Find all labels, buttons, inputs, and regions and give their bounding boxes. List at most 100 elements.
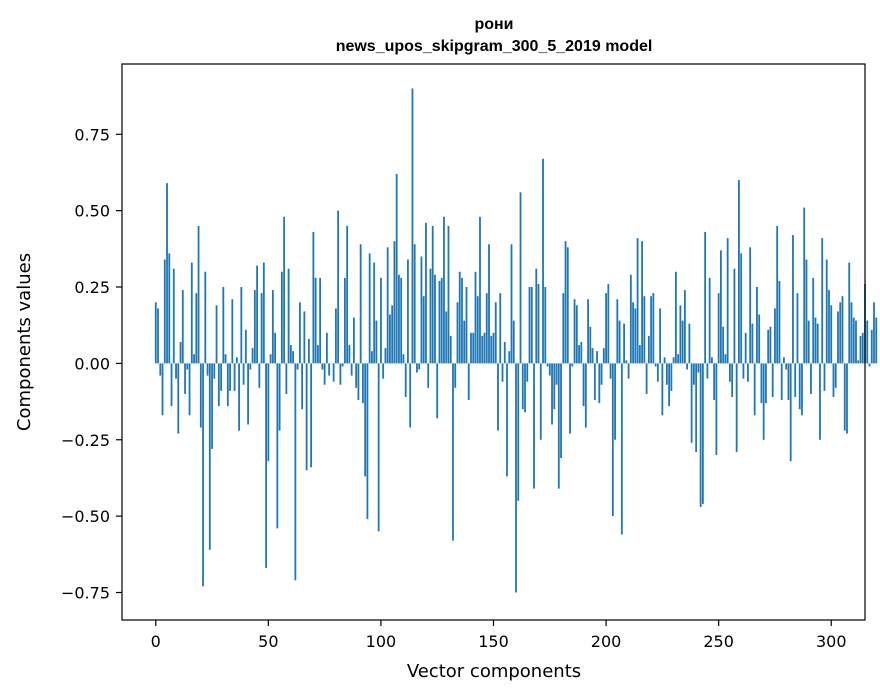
y-tick-label: 0.75: [74, 125, 110, 144]
bar: [438, 280, 441, 364]
bar: [677, 354, 680, 364]
bar: [294, 363, 297, 581]
bar: [452, 363, 454, 541]
bar: [353, 317, 355, 364]
bar: [560, 363, 562, 459]
bar: [652, 293, 655, 364]
x-tick-label: 50: [258, 632, 278, 651]
bar: [749, 247, 752, 364]
bar: [391, 305, 394, 364]
bar: [177, 363, 180, 434]
bar: [807, 320, 810, 364]
bar: [206, 363, 209, 376]
bar: [362, 363, 364, 404]
bar: [443, 216, 445, 364]
bar: [357, 363, 360, 401]
bar: [647, 335, 650, 364]
bar: [427, 363, 430, 388]
bar: [244, 329, 247, 364]
bar: [634, 308, 637, 364]
bar: [828, 290, 830, 364]
bar: [436, 363, 439, 419]
bar: [697, 363, 700, 373]
y-tick-label: −0.75: [61, 584, 110, 603]
bar: [382, 363, 385, 379]
bar: [591, 348, 594, 364]
bar: [767, 329, 770, 364]
bar: [801, 363, 803, 416]
bar: [490, 335, 493, 364]
bar: [231, 299, 234, 364]
bar: [483, 332, 486, 364]
bar: [440, 277, 443, 364]
bar: [663, 357, 666, 364]
y-tick-label: 0.50: [74, 202, 110, 221]
bar: [706, 363, 709, 379]
bar: [846, 363, 848, 434]
bar: [161, 363, 164, 416]
bar: [850, 302, 853, 364]
bar: [758, 314, 761, 364]
bar: [503, 342, 506, 364]
bar: [692, 363, 695, 385]
bar: [494, 302, 497, 364]
bar: [659, 308, 662, 364]
bar: [472, 332, 475, 364]
bar: [501, 363, 504, 382]
bar: [839, 302, 842, 364]
bar: [166, 183, 168, 364]
bar: [614, 363, 616, 440]
bar: [569, 363, 571, 434]
bar: [776, 225, 779, 364]
bar: [377, 363, 380, 532]
bar: [814, 317, 817, 364]
y-axis-label: Components values: [14, 253, 35, 431]
bar: [546, 363, 549, 367]
bar: [420, 256, 423, 364]
bar: [600, 363, 603, 385]
bar: [314, 277, 317, 364]
bar: [575, 305, 578, 364]
bar: [695, 363, 698, 452]
bar: [578, 345, 580, 364]
bar: [434, 274, 436, 364]
bar: [823, 363, 826, 391]
bar: [163, 259, 166, 364]
bar: [816, 323, 819, 364]
bar: [316, 345, 319, 364]
bar: [323, 363, 326, 385]
y-tick-label: 0.00: [74, 354, 110, 373]
bar: [416, 363, 418, 373]
bar: [821, 238, 824, 364]
bar: [341, 363, 344, 367]
y-tick-label: −0.50: [61, 507, 110, 526]
bar: [524, 363, 526, 413]
bar: [609, 363, 612, 379]
bar: [708, 277, 711, 364]
bar: [740, 253, 743, 364]
bar: [208, 363, 211, 550]
bar: [875, 317, 878, 364]
bar: [157, 308, 159, 364]
bar: [535, 268, 538, 364]
bar: [542, 158, 544, 364]
bar: [429, 268, 432, 364]
bar: [598, 363, 601, 404]
bar: [276, 363, 279, 529]
bar: [350, 363, 353, 376]
bar: [447, 225, 450, 364]
bar: [395, 173, 398, 364]
bar: [373, 262, 376, 364]
bar: [298, 302, 301, 364]
bar: [303, 311, 306, 364]
bar: [834, 363, 837, 388]
bar: [256, 265, 258, 364]
bar: [596, 351, 598, 364]
bar: [179, 342, 182, 364]
bar: [868, 363, 871, 367]
bar: [274, 332, 276, 364]
plot-frame: [121, 63, 866, 621]
bar: [825, 259, 828, 364]
bar: [517, 363, 520, 501]
bar: [413, 244, 416, 364]
